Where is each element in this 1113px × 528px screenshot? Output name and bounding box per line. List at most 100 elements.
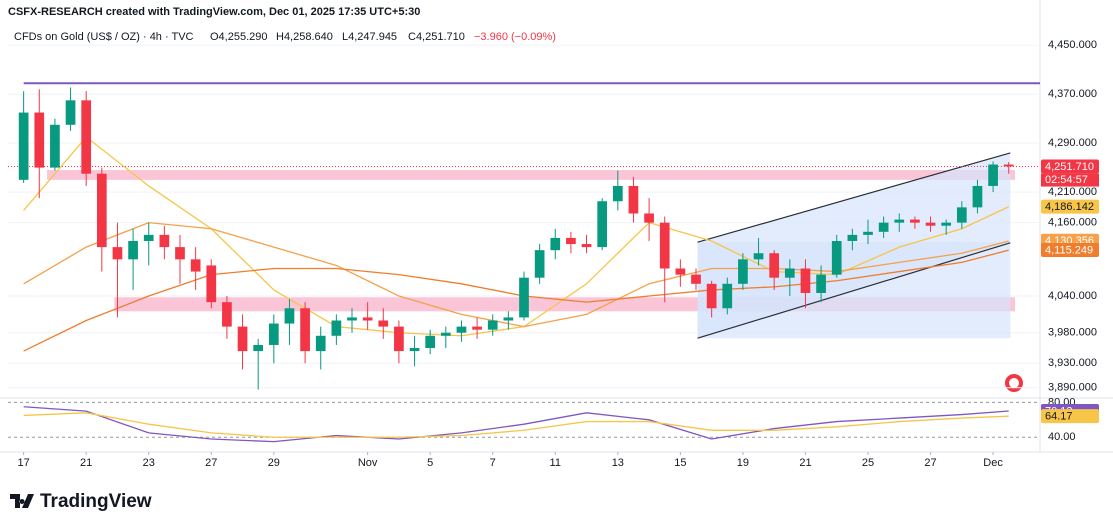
ohlc-low: L4,247.945 — [342, 31, 397, 43]
candle-body — [519, 277, 529, 318]
candle-body — [628, 185, 639, 214]
candle-body — [988, 164, 998, 186]
price-badge — [1041, 199, 1099, 214]
candle-body — [409, 348, 420, 352]
candle-body — [691, 274, 701, 284]
candle-body — [34, 112, 45, 168]
credit: CSFX-RESEARCH created with TradingView.c… — [8, 6, 420, 18]
countdown: 02:54:57 — [1045, 174, 1088, 186]
candle-body — [50, 124, 60, 168]
x-tick-label: 13 — [612, 457, 624, 469]
candle-body — [472, 326, 482, 330]
candle-body — [925, 222, 936, 226]
candle-body — [143, 234, 154, 241]
ghost-icon — [1005, 374, 1023, 392]
candle-body — [659, 222, 670, 269]
candle-body — [159, 234, 170, 248]
tv-logo: TradingView — [10, 491, 152, 512]
candle-body — [534, 250, 545, 278]
candle-body — [206, 265, 217, 303]
candle-body — [18, 112, 29, 180]
candle-body — [706, 283, 717, 309]
price-badge — [1041, 159, 1099, 174]
candle-body — [190, 259, 201, 272]
candle-body — [315, 335, 326, 352]
icon-inner — [1009, 378, 1019, 388]
candle-body — [753, 253, 764, 260]
candle-body — [331, 320, 342, 336]
x-tick-label: 11 — [550, 457, 561, 469]
candle-body — [253, 344, 264, 352]
x-tick-label: 23 — [143, 457, 155, 469]
candle-body — [394, 326, 404, 352]
indicator-line — [23, 412, 1009, 438]
channel-fill — [697, 152, 1011, 339]
x-tick-label: 21 — [80, 457, 92, 469]
ohlc-close: C4,251.710 — [408, 31, 465, 43]
price-badge-label: 64.17 — [1045, 411, 1073, 423]
y-tick-label: 4,040.000 — [1048, 290, 1097, 302]
channel-line — [697, 152, 1011, 243]
ohlc-high: H4,258.640 — [276, 31, 333, 43]
zone — [47, 170, 1015, 180]
candle-body — [831, 240, 842, 275]
symbol: CFDs on Gold (US$ / OZ) · 4h · TVC — [14, 31, 194, 43]
candle-body — [910, 219, 920, 223]
candle-body — [941, 222, 952, 226]
candle-body — [581, 244, 592, 248]
x-tick-label: 17 — [18, 457, 30, 469]
candle-body — [972, 185, 983, 208]
logo-mark — [10, 494, 34, 508]
candle-body — [300, 308, 310, 352]
candle-body — [816, 274, 826, 293]
y-tick-label: 40.00 — [1048, 431, 1076, 443]
candle-body — [597, 201, 608, 248]
y-tick-label: 4,210.000 — [1048, 186, 1097, 198]
y-tick-label: 3,930.000 — [1048, 357, 1097, 369]
x-tick-label: Nov — [358, 457, 378, 469]
pane: 4,450.000 4,370.000 4,290.000 4,210.000 4,16… — [8, 39, 1099, 394]
candle-body — [175, 247, 185, 260]
candle-body — [644, 213, 654, 223]
candle-body — [284, 308, 295, 324]
candle-body — [878, 222, 889, 232]
candle-body — [362, 317, 373, 321]
candle-body — [456, 326, 467, 333]
candle-body — [769, 253, 780, 278]
price-badge-label: 4,251.710 — [1045, 161, 1094, 173]
x-tick-label: 25 — [862, 457, 874, 469]
candle-body — [675, 268, 686, 275]
candle-body — [738, 259, 748, 284]
candle-body — [96, 173, 107, 248]
candle-body — [550, 237, 561, 251]
candle-body — [112, 247, 123, 260]
candle-body — [425, 335, 436, 349]
y-tick-label: 4,290.000 — [1048, 137, 1097, 149]
candle-body — [800, 268, 811, 293]
price-badge — [1041, 243, 1099, 258]
candle-body — [128, 240, 138, 260]
candle-body — [612, 185, 623, 202]
candle-body — [1003, 164, 1014, 167]
price-badge-label: 4,186.142 — [1045, 201, 1094, 213]
candle-body — [566, 237, 576, 245]
candle-body — [81, 100, 92, 174]
candle-body — [894, 219, 905, 223]
candle-body — [440, 332, 451, 336]
change: −3.960 (−0.09%) — [474, 31, 556, 43]
candle-body — [222, 302, 232, 327]
y-tick-label: 4,160.000 — [1048, 217, 1097, 229]
candle-body — [863, 231, 873, 235]
channel-line — [697, 242, 1011, 339]
candle-body — [237, 326, 248, 352]
countdown-badge — [1041, 173, 1099, 187]
x-tick-label: Dec — [983, 457, 1003, 469]
candle-body — [784, 268, 795, 278]
candle-body — [503, 317, 514, 321]
indicator-line — [23, 406, 1009, 443]
candle-body — [487, 320, 498, 330]
x-tick-label: 5 — [427, 457, 433, 469]
y-tick-label: 4,450.000 — [1048, 39, 1097, 51]
